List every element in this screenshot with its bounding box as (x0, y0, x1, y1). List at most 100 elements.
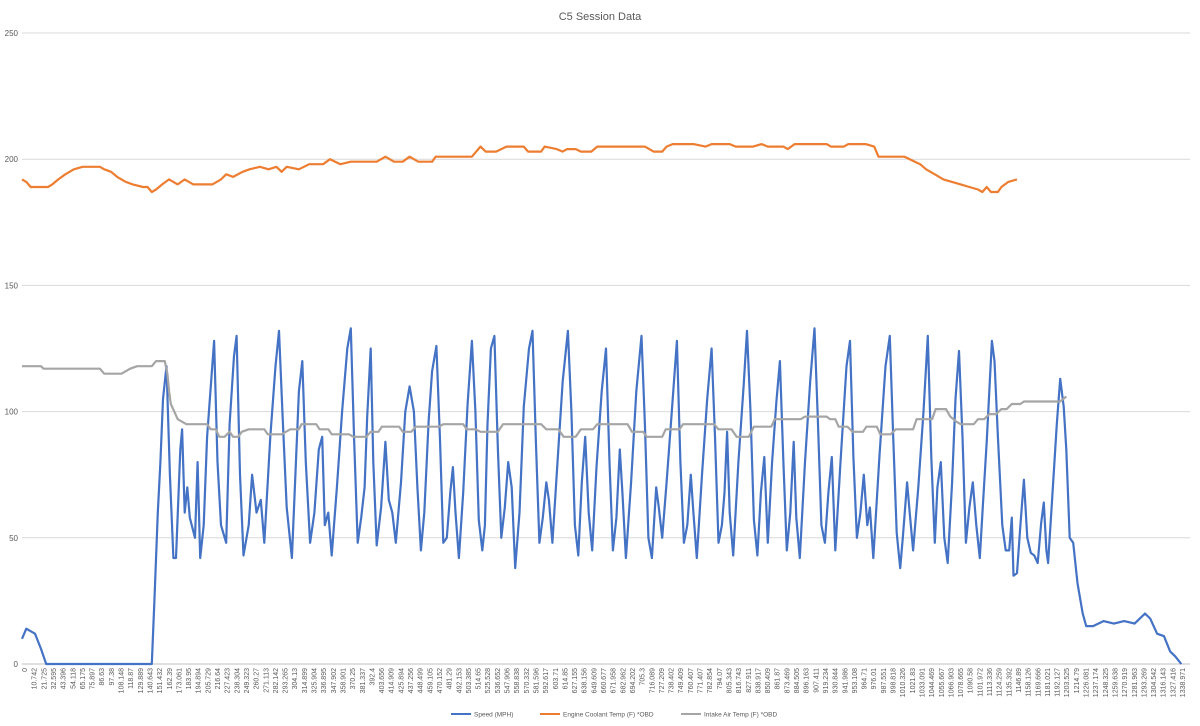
x-tick-label: 1113.336 (987, 668, 994, 696)
x-tick-label: 1281.963 (1132, 668, 1139, 697)
x-tick-label: 1214.79 (1074, 668, 1081, 693)
legend-label: Speed (MPH) (474, 712, 513, 719)
x-tick-label: 570.332 (524, 668, 531, 693)
x-tick-label: 118.87 (128, 668, 135, 689)
x-tick-label: 827.911 (746, 668, 753, 693)
x-tick-label: 282.142 (273, 668, 280, 693)
x-tick-label: 1192.127 (1055, 668, 1062, 697)
x-tick-label: 21.725 (41, 668, 48, 690)
x-tick-label: 861.87 (775, 668, 782, 690)
x-tick-label: 32.595 (51, 668, 58, 690)
x-tick-label: 987.551 (881, 668, 888, 693)
y-tick-label: 0 (14, 660, 19, 669)
x-tick-label: 65.175 (80, 668, 87, 690)
y-tick-label: 50 (9, 534, 18, 543)
legend: Speed (MPH) Engine Coolant Temp (F) *OBD I… (451, 712, 778, 719)
x-tick-label: 97.38 (109, 668, 116, 686)
x-tick-label: 1226.081 (1084, 668, 1091, 697)
x-tick-label: 194.894 (196, 668, 203, 693)
x-tick-label: 108.148 (119, 668, 126, 693)
x-tick-label: 358.901 (340, 668, 347, 693)
x-tick-label: 43.396 (61, 668, 68, 690)
x-tick-label: 249.323 (244, 668, 251, 693)
x-tick-label: 1181.021 (1045, 668, 1052, 697)
x-tick-label: 1316.143 (1161, 668, 1168, 697)
x-tick-label: 953.108 (852, 668, 859, 693)
x-tick-label: 694.202 (630, 668, 637, 693)
x-tick-label: 1293.269 (1141, 668, 1148, 697)
x-tick-label: 403.656 (379, 668, 386, 693)
x-tick-label: 896.163 (804, 668, 811, 693)
x-tick-label: 481.29 (447, 668, 454, 690)
x-tick-label: 1327.416 (1170, 668, 1177, 697)
x-tick-label: 976.01 (871, 668, 878, 690)
x-tick-label: 547.906 (505, 668, 512, 693)
x-tick-label: 238.304 (234, 668, 241, 693)
series-lines (20, 143, 1183, 666)
chart-title: C5 Session Data (559, 11, 642, 23)
x-axis-ticks: 0 10.742 21.725 32.595 43.396 54.118 65.175 75.… (22, 663, 1190, 697)
x-tick-label: 54.118 (70, 668, 77, 689)
x-tick-label: 850.409 (765, 668, 772, 693)
x-tick-label: 1055.667 (939, 668, 946, 697)
x-tick-label: 1078.665 (958, 668, 965, 697)
x-tick-label: 964.71 (862, 668, 869, 690)
x-tick-label: 884.505 (794, 668, 801, 693)
x-tick-label: 603.71 (553, 668, 560, 690)
x-tick-label: 392.4 (369, 668, 376, 686)
x-tick-label: 205.729 (205, 668, 212, 693)
x-tick-label: 614.85 (562, 668, 569, 690)
x-tick-label: 682.962 (620, 668, 627, 693)
x-tick-label: 1044.469 (929, 668, 936, 697)
x-tick-label: 260.27 (254, 668, 261, 690)
x-tick-label: 227.423 (225, 668, 232, 693)
x-tick-label: 738.402 (669, 668, 676, 693)
x-tick-label: 503.385 (466, 668, 473, 693)
x-tick-label: 592.617 (543, 668, 550, 693)
x-tick-label: 782.854 (707, 668, 714, 693)
x-tick-label: 805.343 (726, 668, 733, 693)
x-tick-label: 525.528 (485, 668, 492, 693)
x-tick-label: 1338.971 (1180, 668, 1187, 697)
x-tick-label: 514.65 (476, 668, 483, 690)
x-tick-label: 470.152 (437, 668, 444, 693)
x-tick-label: 1124.259 (997, 668, 1004, 697)
legend-label: Intake Air Temp (F) *OBD (704, 712, 778, 719)
x-tick-label: 459.105 (427, 668, 434, 693)
x-tick-label: 627.155 (572, 668, 579, 693)
x-tick-label: 907.411 (813, 668, 820, 693)
x-tick-label: 10.742 (32, 668, 39, 690)
x-tick-label: 794.07 (717, 668, 724, 690)
x-tick-label: 638.156 (582, 668, 589, 693)
x-tick-label: 1248.325 (1103, 668, 1110, 697)
x-tick-label: 873.469 (784, 668, 791, 693)
x-tick-label: 771.407 (698, 668, 705, 693)
x-tick-label: 381.337 (360, 668, 367, 693)
y-tick-label: 100 (5, 408, 19, 417)
x-tick-label: 1146.89 (1016, 668, 1023, 693)
x-tick-label: 998.818 (891, 668, 898, 693)
x-tick-label: 448.499 (418, 668, 425, 693)
x-tick-label: 336.895 (321, 668, 328, 693)
x-tick-label: 705.3 (640, 668, 647, 686)
x-tick-label: 1259.638 (1112, 668, 1119, 697)
x-tick-label: 492.153 (456, 668, 463, 693)
series-line-2 (22, 360, 1067, 438)
x-tick-label: 581.596 (533, 668, 540, 693)
x-tick-label: 649.609 (591, 668, 598, 693)
x-tick-label: 1010.326 (900, 668, 907, 697)
x-tick-label: 140.643 (147, 668, 154, 693)
x-tick-label: 1101.972 (977, 668, 984, 697)
x-tick-label: 749.409 (678, 668, 685, 693)
x-tick-label: 1021.83 (910, 668, 917, 693)
series-line-1 (21, 143, 1018, 194)
series-line-0 (20, 327, 1183, 666)
y-axis-ticks: 0 50 100 150 200 250 (5, 29, 19, 669)
x-tick-label: 1304.542 (1151, 668, 1158, 697)
x-tick-label: 1169.666 (1035, 668, 1042, 697)
x-tick-label: 941.986 (842, 668, 849, 693)
x-tick-label: 347.902 (331, 668, 338, 693)
x-tick-label: 919.234 (823, 668, 830, 693)
x-tick-label: 86.63 (99, 668, 106, 686)
